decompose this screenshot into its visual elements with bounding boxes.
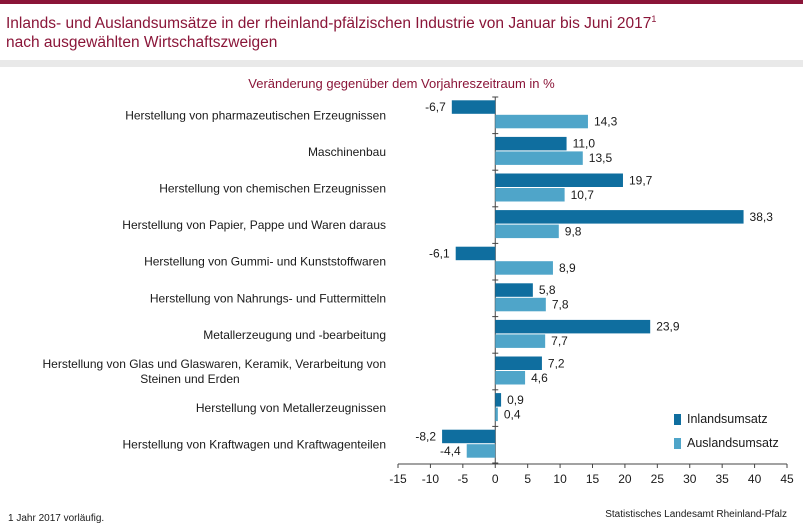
legend-swatch-inland [674,413,681,425]
bar-inland [495,173,623,187]
category-label: Herstellung von Nahrungs- und Futtermitt… [150,291,386,305]
data-label-inland: -8,2 [415,429,436,443]
bar-inland [495,283,533,297]
data-label-inland: 0,9 [507,393,524,407]
x-tick-label: 20 [618,472,632,486]
x-tick-label: 15 [586,472,600,486]
data-label-inland: 11,0 [573,137,596,151]
bar-inland [442,429,496,444]
category-label: Herstellung von Glas und Glaswaren, Kera… [42,357,386,371]
chart-title: Inlands- und Auslandsumsätze in der rhei… [6,10,796,52]
bar-ausland [495,151,583,165]
bar-inland [451,100,496,114]
x-tick-label: -5 [457,472,468,486]
data-label-inland: 19,7 [629,173,653,187]
title-line-1: Inlands- und Auslandsumsätze in der rhei… [6,15,652,32]
bar-ausland [495,188,565,202]
bar-inland [495,210,744,224]
data-label-ausland: 9,8 [565,224,582,238]
legend-item-ausland: Auslandsumsatz [674,433,779,453]
footnote: 1 Jahr 2017 vorläufig. [8,513,105,524]
data-label-ausland: -4,4 [440,444,461,458]
legend-label-inland: Inlandsumsatz [687,412,768,426]
bar-ausland [495,224,559,239]
x-tick-label: 25 [651,472,665,486]
data-label-inland: -6,7 [425,100,446,114]
data-label-ausland: 8,9 [559,261,576,275]
legend: Inlandsumsatz Auslandsumsatz [674,409,779,457]
category-label: Herstellung von pharmazeutischen Erzeugn… [125,108,386,122]
x-tick-label: 30 [683,472,697,486]
data-label-ausland: 0,4 [504,407,521,421]
bar-ausland [495,114,588,129]
x-tick-label: 5 [524,472,531,486]
category-label: Herstellung von chemischen Erzeugnissen [159,182,386,196]
data-label-inland: 38,3 [750,210,774,224]
data-label-ausland: 7,7 [551,334,568,348]
legend-item-inland: Inlandsumsatz [674,409,779,429]
source-note: Statistisches Landesamt Rheinland-Pfalz [605,509,787,520]
data-label-inland: 23,9 [656,320,680,334]
chart-subtitle: Veränderung gegenüber dem Vorjahreszeitr… [248,76,555,91]
data-label-ausland: 13,5 [589,151,613,165]
category-label: Steinen und Erden [140,372,239,386]
bar-inland [495,393,502,407]
bar-ausland [495,297,546,312]
data-label-ausland: 10,7 [571,188,595,202]
category-label: Metallerzeugung und -bearbeitung [203,328,386,342]
category-label: Herstellung von Gummi- und Kunststoffwar… [144,255,386,269]
bar-inland [495,136,567,151]
data-label-ausland: 4,6 [531,371,548,385]
top-accent-rule [0,0,803,4]
category-label: Herstellung von Kraftwagen und Kraftwage… [123,438,387,452]
bar-ausland [495,334,546,348]
x-tick-label: 40 [748,472,762,486]
legend-swatch-ausland [674,437,681,449]
bar-ausland [466,444,496,458]
category-label: Maschinenbau [308,145,386,159]
title-footnote-mark: 1 [651,14,657,24]
x-tick-label: 0 [492,472,499,486]
data-label-inland: 7,2 [548,356,565,370]
data-label-inland: -6,1 [429,246,450,260]
category-label: Herstellung von Metallerzeugnissen [196,401,386,415]
bar-inland [495,319,651,334]
x-tick-label: 45 [780,472,794,486]
title-divider [0,60,803,67]
bar-inland [455,246,496,261]
x-tick-label: 10 [553,472,567,486]
bar-ausland [495,407,498,422]
title-line-2: nach ausgewählten Wirtschaftszweigen [6,34,278,51]
x-tick-label: -15 [389,472,407,486]
bar-ausland [495,261,553,275]
data-label-inland: 5,8 [539,283,556,297]
data-label-ausland: 7,8 [552,298,569,312]
legend-label-ausland: Auslandsumsatz [687,436,779,450]
bar-inland [495,356,542,370]
data-label-ausland: 14,3 [594,115,618,129]
category-label: Herstellung von Papier, Pappe und Waren … [122,218,386,232]
x-tick-label: -10 [422,472,440,486]
bar-ausland [495,371,526,385]
x-tick-label: 35 [715,472,729,486]
